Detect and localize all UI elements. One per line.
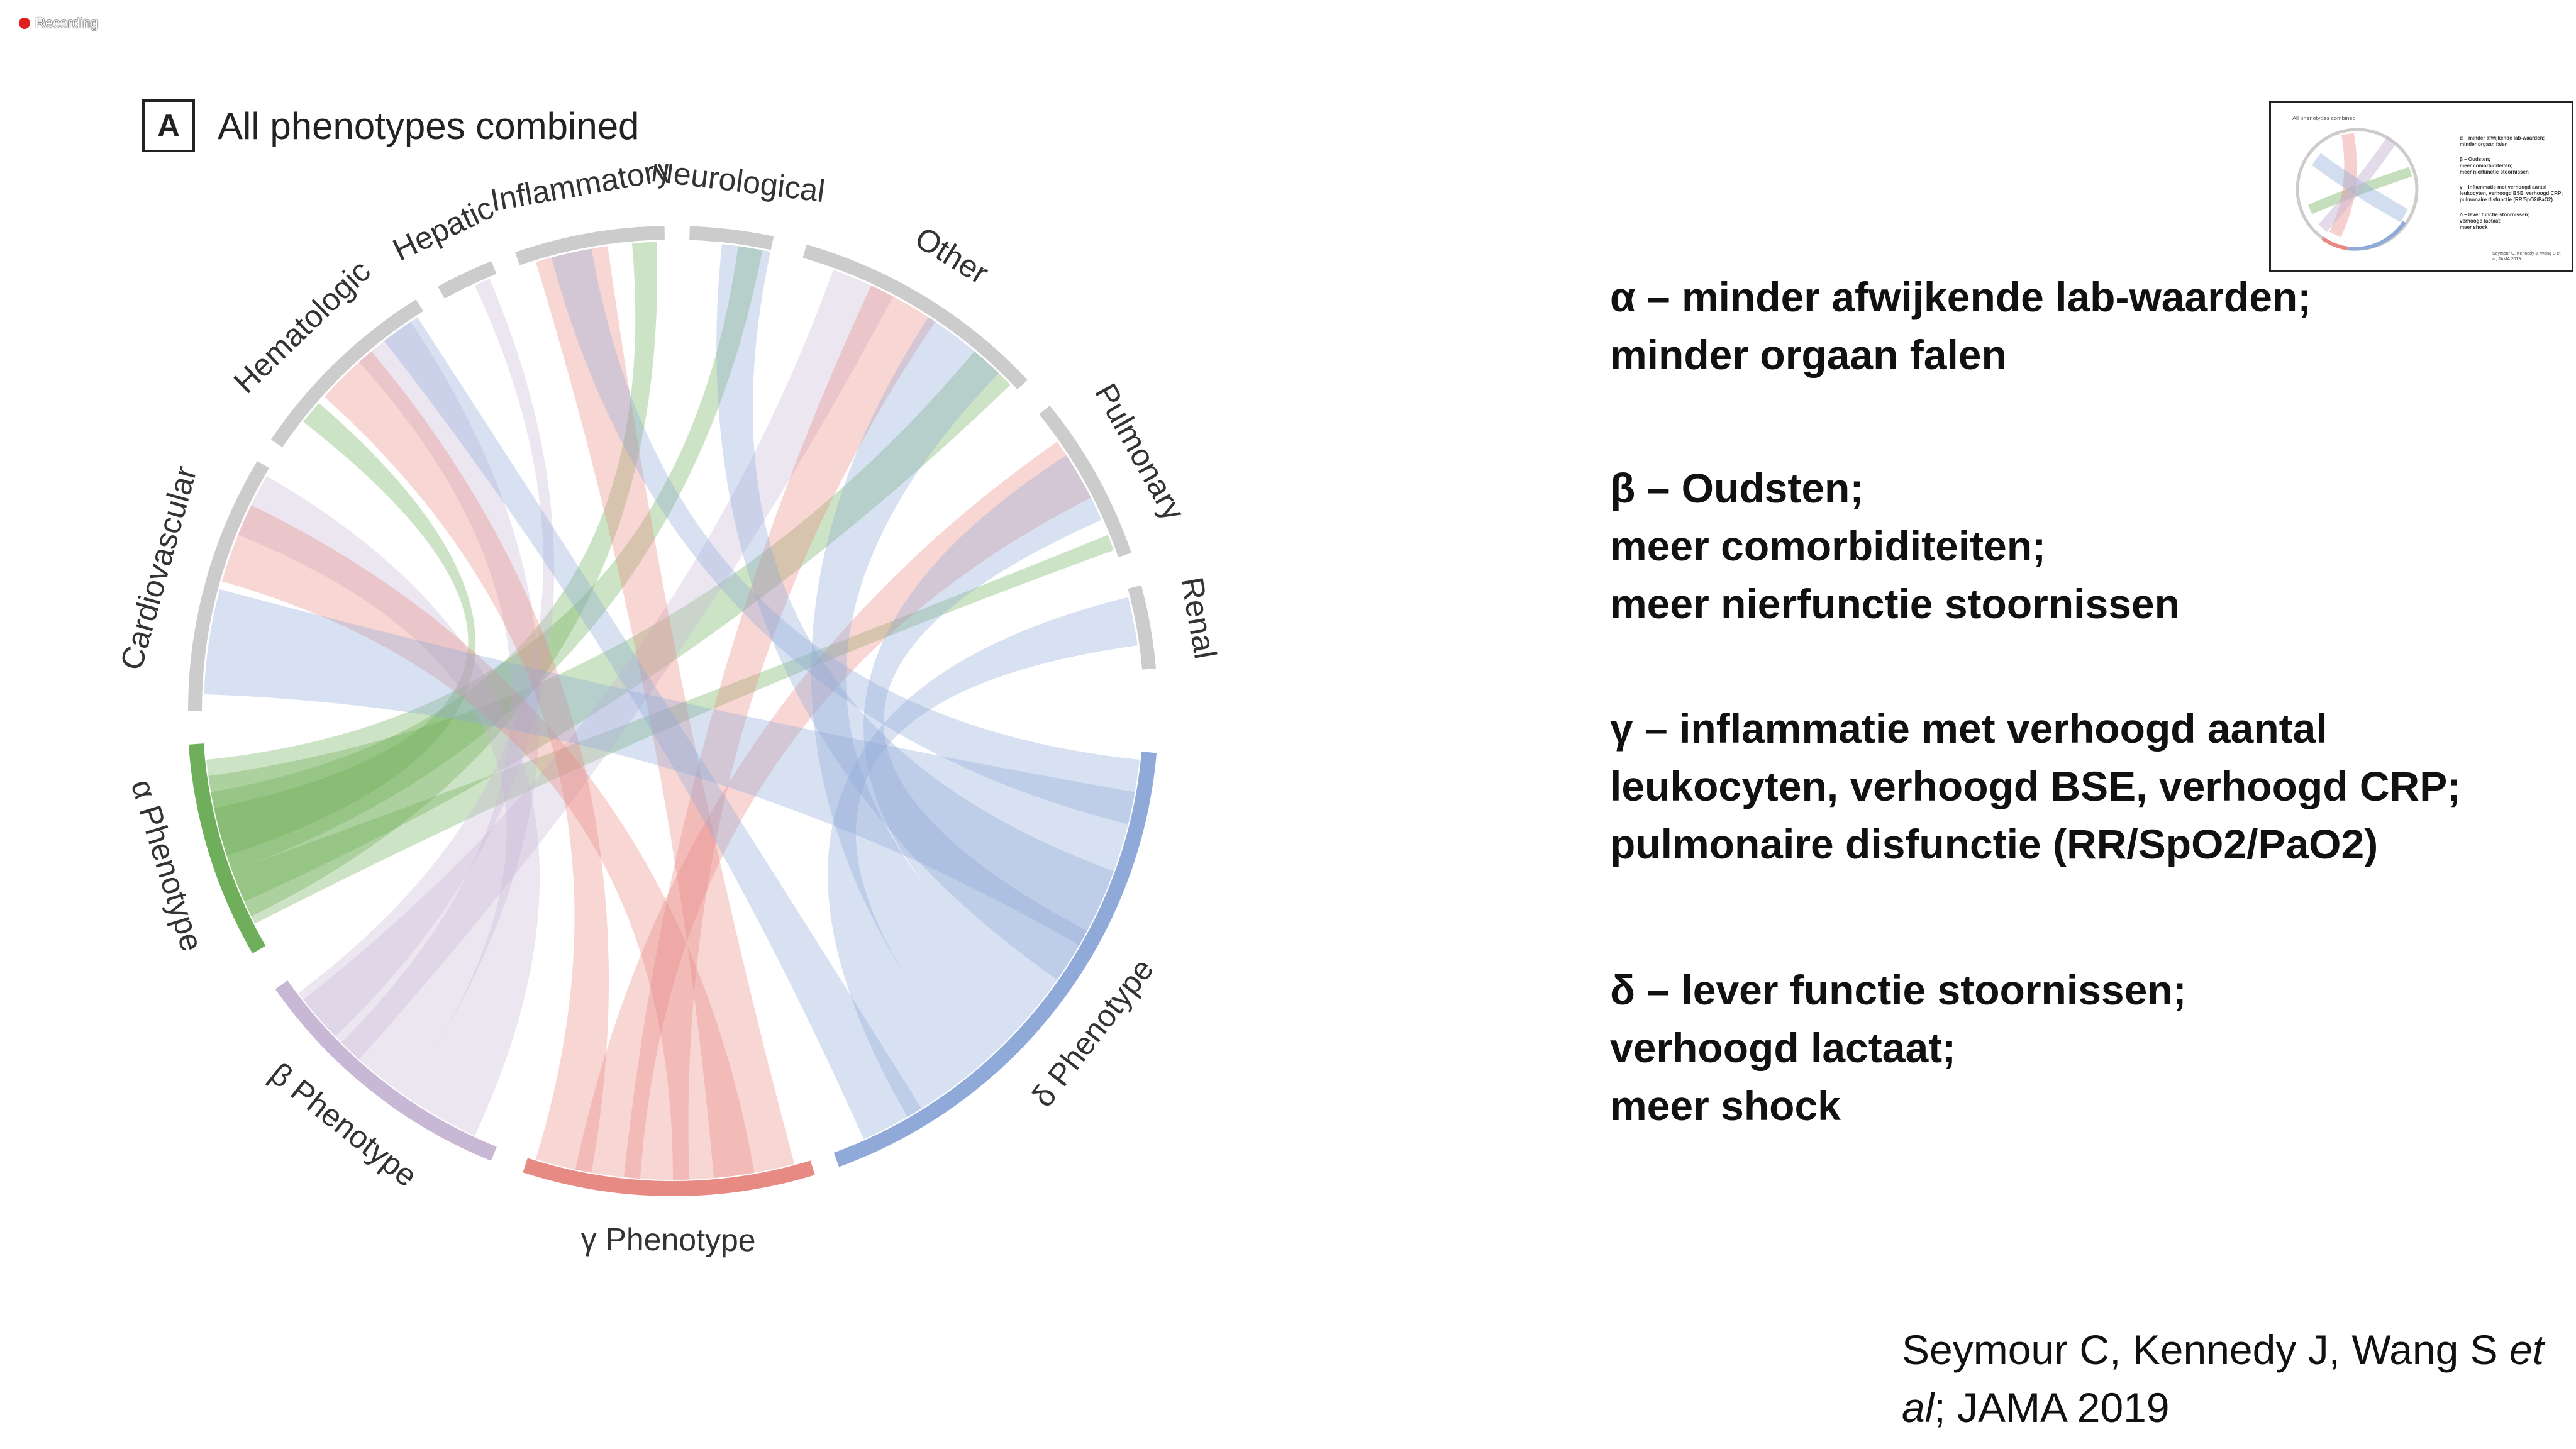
chord-ribbon-alpha: [206, 246, 763, 872]
phenotype-arc-gamma: [523, 1158, 815, 1196]
thumbnail-line: pulmonaire disfunctie (RR/SpO2/PaO2): [2460, 197, 2553, 203]
chord-ribbon-gamma: [221, 504, 755, 1180]
description-line: δ – lever functie stoornissen;: [1610, 967, 2187, 1013]
citation-etal: et al: [1902, 1326, 2545, 1431]
phenotype-arc-beta: [275, 980, 497, 1161]
chord-ribbon-delta: [204, 589, 1135, 945]
chord-ribbon-delta: [828, 597, 1138, 1118]
panel-letter: A: [142, 99, 195, 152]
chord-ribbon-gamma: [535, 246, 795, 1179]
thumbnail-citation: Seymour C, Kennedy J, Wang S et al; JAMA…: [2492, 251, 2560, 262]
description-line: γ – inflammatie met verhoogd aantal: [1610, 705, 2328, 752]
organ-arc-other: [802, 244, 1028, 390]
thumbnail-title: All phenotypes combined: [2292, 115, 2356, 121]
thumbnail-line: δ – lever functie stoornissen;: [2460, 212, 2530, 218]
thumbnail-line: leukocyten, verhoogd BSE, verhoogd CRP;: [2460, 191, 2563, 196]
description-line: meer shock: [1610, 1082, 1841, 1129]
chord-ribbon-beta: [303, 269, 894, 1060]
organ-label: Hepatic: [387, 190, 499, 268]
description-line: leukocyten, verhoogd BSE, verhoogd CRP;: [1610, 763, 2462, 809]
thumbnail-line: minder orgaan falen: [2460, 142, 2508, 147]
chord-ribbon-alpha: [214, 402, 476, 856]
organ-arc-renal: [1128, 585, 1157, 670]
organ-arc-hematologic: [270, 299, 424, 448]
panel-header: A All phenotypes combined: [142, 99, 639, 152]
thumbnail-citation-line: Seymour C, Kennedy J, Wang S et: [2492, 252, 2561, 256]
organ-label: Cardiovascular: [114, 462, 204, 674]
description-line: β – Oudsten;: [1610, 465, 1864, 511]
phenotype-arc-delta: [833, 752, 1157, 1167]
description-gamma: γ – inflammatie met verhoogd aantal leuk…: [1610, 699, 2461, 873]
description-line: meer nierfunctie stoornissen: [1610, 580, 2180, 627]
slide-thumbnail[interactable]: All phenotypes combined α – minder afwij…: [2269, 101, 2573, 272]
thumbnail-chord: [2296, 128, 2419, 251]
chord-ribbon-delta: [551, 248, 1140, 824]
organ-arc-neurological: [689, 226, 774, 250]
description-line: pulmonaire disfunctie (RR/SpO2/PaO2): [1610, 821, 2379, 867]
thumbnail-citation-line: al; JAMA 2019: [2492, 257, 2521, 262]
chord-ribbon-gamma: [624, 285, 936, 1180]
chord-ribbon-delta: [811, 317, 1043, 1070]
recording-indicator: Recording: [19, 15, 98, 31]
chord-ribbon-delta: [863, 455, 1102, 1000]
chord-ribbon-beta: [238, 476, 540, 1136]
description-line: minder orgaan falen: [1610, 331, 2007, 378]
thumbnail-line: meer nierfunctie stoornissen: [2460, 169, 2529, 175]
description-line: meer comorbiditeiten;: [1610, 523, 2046, 569]
chord-ribbon-beta: [298, 279, 555, 1037]
organ-label: Other: [909, 220, 995, 291]
chord-ribbon-alpha: [211, 242, 657, 917]
citation-line-1: Seymour C, Kennedy J, Wang S et al; JAMA…: [1902, 1321, 2576, 1436]
thumbnail-line: β – Oudsten;: [2460, 157, 2490, 162]
description-line: α – minder afwijkende lab-waarden;: [1610, 274, 2312, 320]
chord-ribbon-beta: [341, 321, 540, 1096]
phenotype-label: γ Phenotype: [580, 1221, 755, 1258]
organ-arc-pulmonary: [1039, 405, 1131, 558]
chord-ribbon-gamma: [324, 351, 609, 1173]
thumbnail-line: γ – inflammatie met verhoogd aantal: [2460, 184, 2547, 190]
chord-ribbon-delta: [716, 244, 1114, 980]
description-beta: β – Oudsten; meer comorbiditeiten; meer …: [1610, 459, 2180, 633]
citation-authors: Seymour C, Kennedy J, Wang S: [1902, 1326, 2509, 1373]
arcs: [188, 226, 1157, 1196]
thumbnail-line: verhoogd lactaat;: [2460, 218, 2502, 224]
panel-title: All phenotypes combined: [218, 104, 640, 147]
description-alpha: α – minder afwijkende lab-waarden; minde…: [1610, 268, 2311, 384]
thumbnail-line: α – minder afwijkende lab-waarden;: [2460, 135, 2545, 141]
thumbnail-line: meer comorbiditeiten;: [2460, 163, 2513, 169]
phenotype-arc-alpha: [188, 743, 266, 953]
organ-arc-hepatic: [438, 261, 497, 299]
organ-arc-cardiovascular: [188, 460, 269, 711]
organ-label: Renal: [1174, 574, 1223, 661]
record-dot-icon: [19, 18, 30, 29]
citation-journal: ; JAMA 2019: [1934, 1384, 2170, 1431]
description-delta: δ – lever functie stoornissen; verhoogd …: [1610, 961, 2187, 1135]
thumbnail-line: meer shock: [2460, 225, 2488, 230]
organ-arc-inflammatory: [514, 226, 665, 265]
chord-diagram: CardiovascularHematologicHepaticInflamma…: [114, 164, 1223, 1258]
chord-ribbon-delta: [384, 317, 922, 1140]
description-line: verhoogd lactaat;: [1610, 1024, 1957, 1071]
ribbons: [204, 242, 1140, 1180]
organ-label: Inflammatory: [487, 164, 672, 218]
chord-ribbon-gamma: [575, 441, 1091, 1179]
organ-label: Neurological: [649, 164, 827, 209]
chord-ribbon-alpha: [231, 535, 1114, 924]
recording-label: Recording: [35, 15, 99, 31]
citation: Seymour C, Kennedy J, Wang S et al; JAMA…: [1902, 1321, 2576, 1436]
chord-ribbon-alpha: [208, 351, 1011, 902]
